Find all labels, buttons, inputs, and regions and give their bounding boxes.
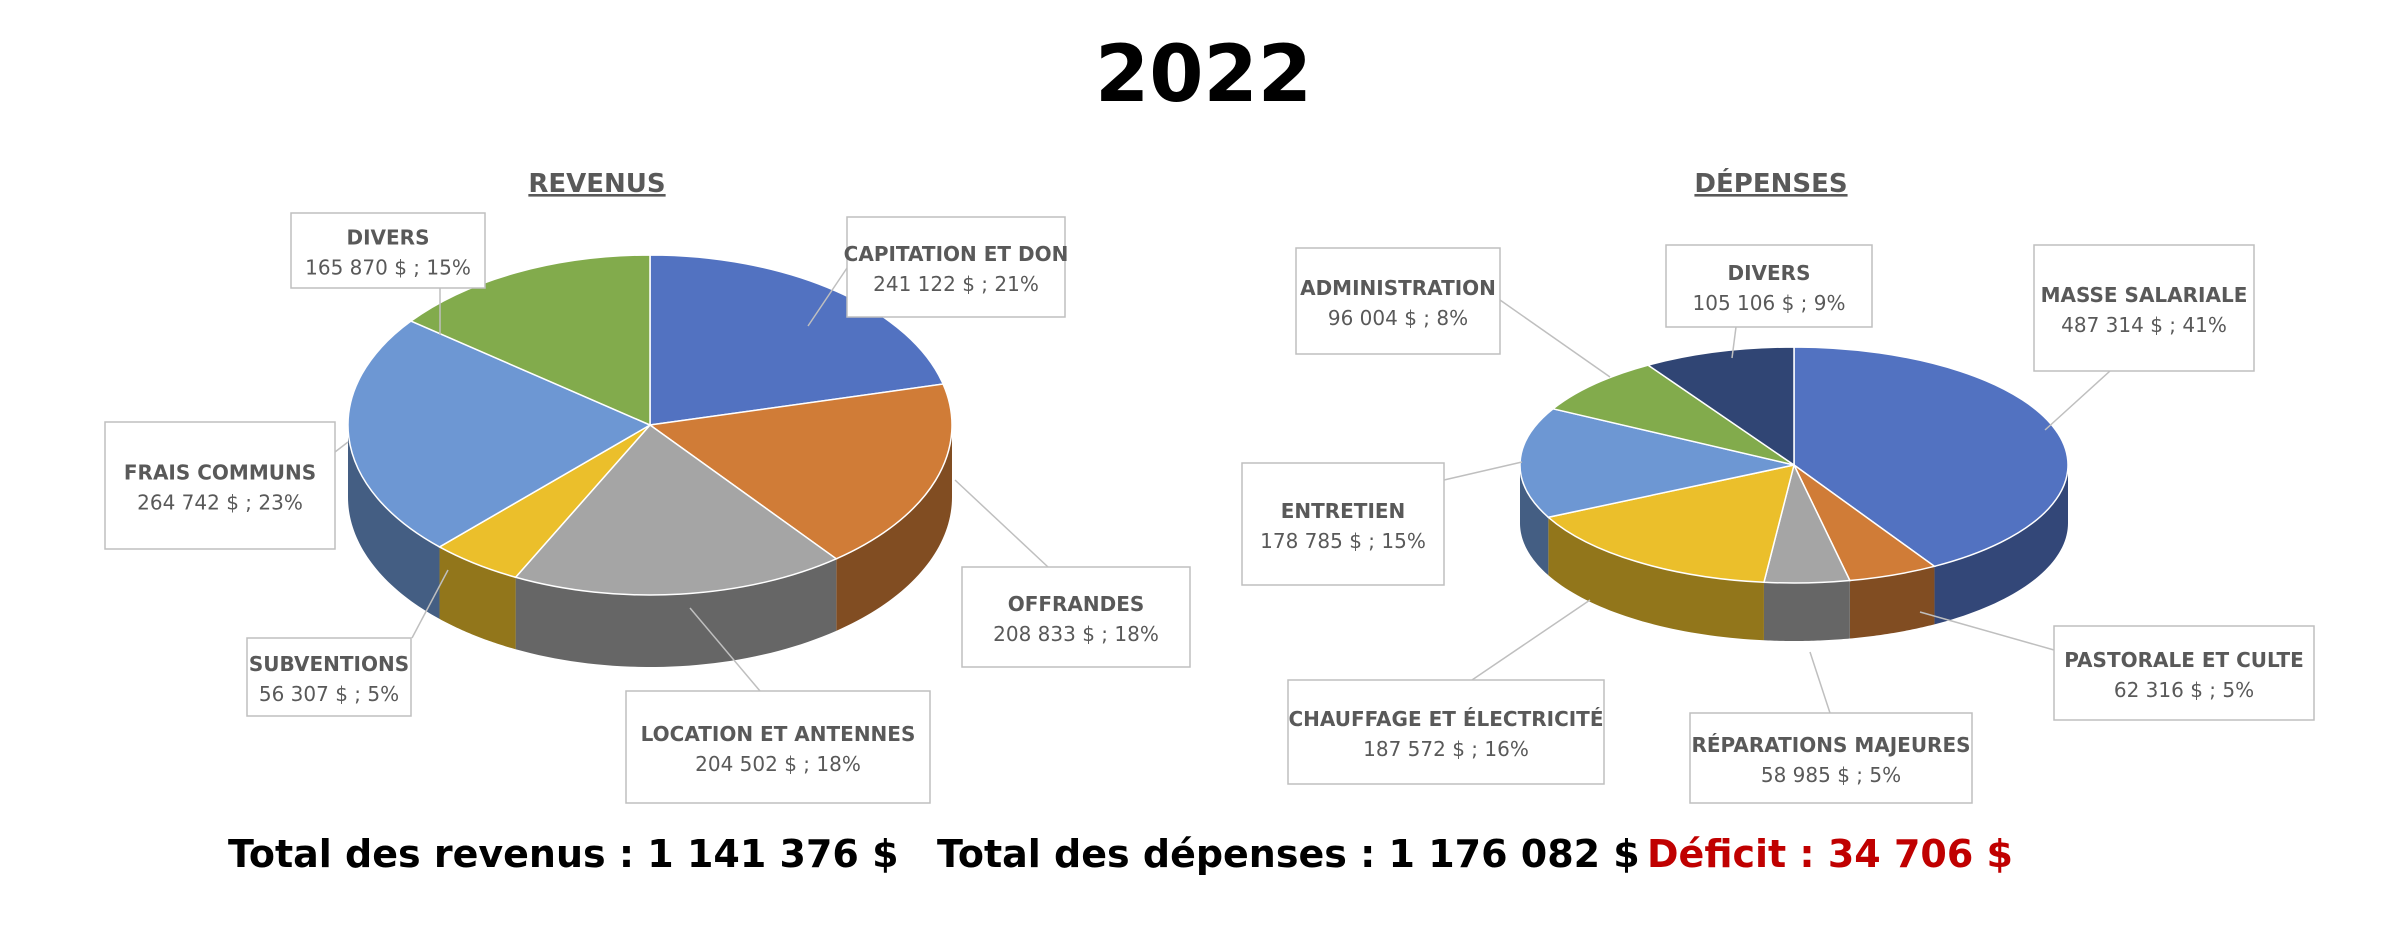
masse-salariale-slice [1793,346,2069,568]
slice-name: LOCATION ET ANTENNES [641,722,916,746]
chauffage-et-electricite-slice [1546,464,1796,584]
slice-name: ADMINISTRATION [1300,276,1496,300]
leader-line [1443,461,1523,481]
data-label-subventions: SUBVENTIONS 56 307 $ ; 5% [246,569,449,717]
page-title: 2022 [1094,30,1313,120]
frais-communs-slice [347,320,652,548]
location-et-antennes-wall [515,558,837,667]
leader-line [954,479,1049,568]
slice-name: CHAUFFAGE ET ÉLECTRICITÉ [1289,707,1604,731]
divers-slice [409,254,651,427]
label-box [104,421,336,550]
label-box [246,637,412,717]
slice-value: 178 785 $ ; 15% [1260,529,1426,553]
frais-communs-wall [348,425,440,619]
slice-name: MASSE SALARIALE [2041,283,2248,307]
slice-name: RÉPARATIONS MAJEURES [1691,733,1970,757]
data-label-capitation-et-don: CAPITATION ET DON 241 122 $ ; 21% [807,216,1069,327]
label-box [625,690,931,804]
offrandes-wall [836,425,952,631]
pie-slices [1519,346,2069,584]
label-box [1287,679,1605,785]
leader-line [411,569,449,639]
slice-name: SUBVENTIONS [249,652,409,676]
offrandes-slice [648,383,953,560]
slice-value: 241 122 $ ; 21% [873,272,1039,296]
leader-line [807,267,848,327]
leader-line [1919,611,2055,651]
capitation-et-don-slice [649,254,945,426]
leader-line [2044,370,2111,431]
total-depenses: Total des dépenses : 1 176 082 $ [937,832,1640,876]
masse-salariale-wall [1934,465,2068,625]
subventions-wall [439,546,516,650]
slice-name: PASTORALE ET CULTE [2064,648,2304,672]
slice-name: OFFRANDES [1008,592,1145,616]
data-label-masse-salariale: MASSE SALARIALE 487 314 $ ; 41% [2033,244,2255,431]
slice-name: DIVERS [347,226,430,250]
slice-value: 58 985 $ ; 5% [1761,763,1901,787]
slice-name: DIVERS [1728,261,1811,285]
label-box [1241,462,1445,586]
label-box [1665,244,1873,328]
data-label-reparations-majeures: RÉPARATIONS MAJEURES 58 985 $ ; 5% [1689,651,1973,804]
leader-line [334,441,349,453]
label-box [1689,712,1973,804]
slice-name: CAPITATION ET DON [844,242,1069,266]
slice-value: 165 870 $ ; 15% [305,256,471,280]
slice-value: 487 314 $ ; 41% [2061,313,2227,337]
chart-title: REVENUS [528,169,665,199]
total-revenus: Total des revenus : 1 141 376 $ [228,832,899,876]
slice-value: 208 833 $ ; 18% [993,622,1159,646]
leader-line [1809,651,1831,714]
label-box [290,212,486,289]
slice-value: 105 106 $ ; 9% [1693,291,1846,315]
data-label-pastorale-et-culte: PASTORALE ET CULTE 62 316 $ ; 5% [1919,611,2315,721]
slice-name: ENTRETIEN [1281,499,1406,523]
slice-value: 56 307 $ ; 5% [259,682,399,706]
chauffage-et-electricite-wall [1548,517,1764,641]
slice-value: 204 502 $ ; 18% [695,752,861,776]
depenses-pie-chart: DÉPENSES MASSE SALARIALE 487 314 $ ; 41% PA… [1241,167,2315,804]
slice-value: 187 572 $ ; 16% [1363,737,1529,761]
label-box [1295,247,1501,355]
data-label-location-et-antennes: LOCATION ET ANTENNES 204 502 $ ; 18% [625,607,931,804]
slice-value: 96 004 $ ; 8% [1328,306,1468,330]
slice-value: 264 742 $ ; 23% [137,491,303,515]
pastorale-et-culte-wall [1849,566,1935,639]
slice-name: FRAIS COMMUNS [124,461,316,485]
revenus-pie-chart: REVENUS CAPITATION ET DON 241 122 $ ; 21% O… [104,169,1191,804]
deficit-total: Déficit : 34 706 $ [1647,832,2013,876]
pie-walls [348,425,952,667]
divers-slice [1646,346,1795,467]
administration-slice [1551,364,1795,466]
data-label-chauffage-et-electricite: CHAUFFAGE ET ÉLECTRICITÉ 187 572 $ ; 16% [1287,599,1605,785]
data-label-divers: DIVERS 165 870 $ ; 15% [290,212,486,335]
data-label-divers: DIVERS 105 106 $ ; 9% [1665,244,1873,359]
leader-line [1731,326,1737,359]
totals-bar: Total des revenus : 1 141 376 $ Total de… [0,832,2407,882]
data-label-administration: ADMINISTRATION 96 004 $ ; 8% [1295,247,1611,378]
reparations-majeures-wall [1763,580,1850,641]
location-et-antennes-slice [514,423,838,596]
label-box [2033,244,2255,372]
pie-slices [347,254,953,596]
data-label-entretien: ENTRETIEN 178 785 $ ; 15% [1241,461,1523,586]
data-label-offrandes: OFFRANDES 208 833 $ ; 18% [954,479,1191,668]
data-label-frais-communs: FRAIS COMMUNS 264 742 $ ; 23% [104,421,349,550]
label-box [961,566,1191,668]
leader-line [1499,299,1611,378]
slice-value: 62 316 $ ; 5% [2114,678,2254,702]
leader-line [689,607,761,692]
label-box [846,216,1066,318]
chart-title: DÉPENSES [1694,167,1847,199]
leader-line [1471,599,1591,681]
label-box [2053,625,2315,721]
